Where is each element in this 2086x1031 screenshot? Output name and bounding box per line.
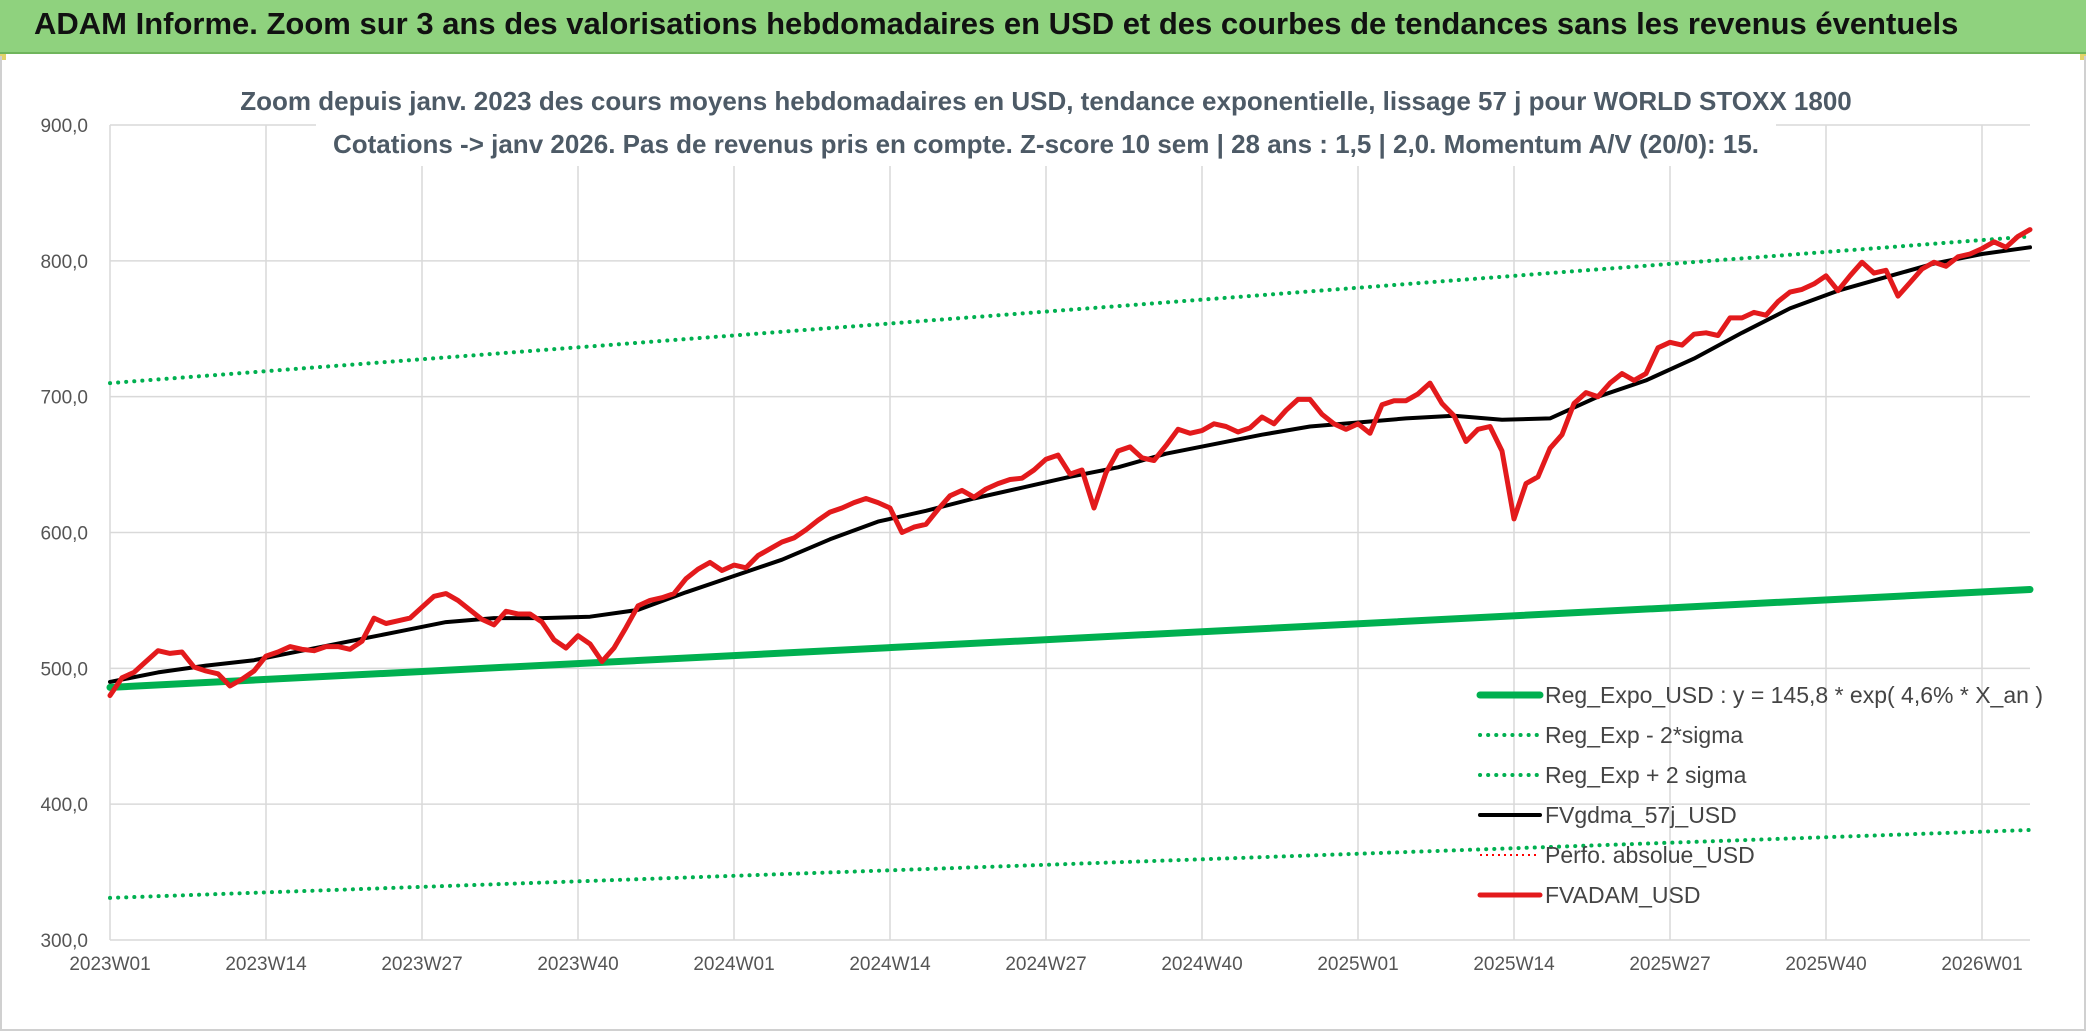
- chart-legend: Reg_Expo_USD : y = 145,8 * exp( 4,6% * X…: [1476, 682, 2043, 908]
- y-tick-label: 400,0: [40, 795, 88, 816]
- y-tick-label: 300,0: [40, 931, 88, 952]
- series-line-0: [106, 586, 2034, 691]
- x-tick-label: 2026W01: [1941, 954, 2022, 975]
- corner-marker-right: [2080, 54, 2086, 60]
- y-tick-label: 500,0: [40, 659, 88, 680]
- y-tick-label: 800,0: [40, 252, 88, 273]
- x-tick-label: 2024W14: [849, 954, 931, 975]
- series-line-2: [108, 234, 2032, 386]
- x-tick-label: 2023W14: [225, 954, 307, 975]
- chart-frame: [0, 56, 2086, 1031]
- series-line-5: [107, 227, 2033, 698]
- legend-label-3: FVgdma_57j_USD: [1545, 802, 1737, 828]
- x-tick-label: 2023W27: [381, 954, 462, 975]
- x-tick-label: 2024W01: [693, 954, 774, 975]
- y-tick-label: 900,0: [40, 116, 88, 137]
- x-tick-label: 2025W14: [1473, 954, 1555, 975]
- x-tick-label: 2024W40: [1161, 954, 1242, 975]
- series-layer: [106, 227, 2034, 900]
- legend-label-2: Reg_Exp + 2 sigma: [1545, 762, 1747, 788]
- legend-label-0: Reg_Expo_USD : y = 145,8 * exp( 4,6% * X…: [1545, 682, 2043, 708]
- legend-label-1: Reg_Exp - 2*sigma: [1545, 722, 1743, 748]
- chart-title: Zoom depuis janv. 2023 des cours moyens …: [240, 86, 1852, 116]
- banner-title: ADAM Informe. Zoom sur 3 ans des valoris…: [34, 6, 1959, 41]
- axis-layer: 300,0 400,0 500,0 600,0 700,0 800,0 900,0 2023W…: [40, 116, 2022, 975]
- x-tick-label: 2025W01: [1317, 954, 1398, 975]
- x-tick-label: 2025W40: [1785, 954, 1866, 975]
- title-background: [316, 78, 1776, 166]
- legend-label-4: Perfo. absolue_USD: [1545, 842, 1755, 868]
- x-tick-label: 2023W01: [69, 954, 150, 975]
- x-tick-label: 2025W27: [1629, 954, 1710, 975]
- y-tick-label: 600,0: [40, 524, 88, 545]
- grid-layer: [109, 124, 2030, 941]
- y-tick-label: 700,0: [40, 388, 88, 409]
- legend-label-5: FVADAM_USD: [1545, 882, 1701, 908]
- report-banner: ADAM Informe. Zoom sur 3 ans des valoris…: [0, 0, 2086, 54]
- corner-marker-left: [0, 54, 6, 60]
- x-tick-label: 2024W27: [1005, 954, 1086, 975]
- series-line-3: [108, 245, 2032, 684]
- x-tick-label: 2023W40: [537, 954, 618, 975]
- chart-subtitle: Cotations -> janv 2026. Pas de revenus p…: [333, 129, 1759, 159]
